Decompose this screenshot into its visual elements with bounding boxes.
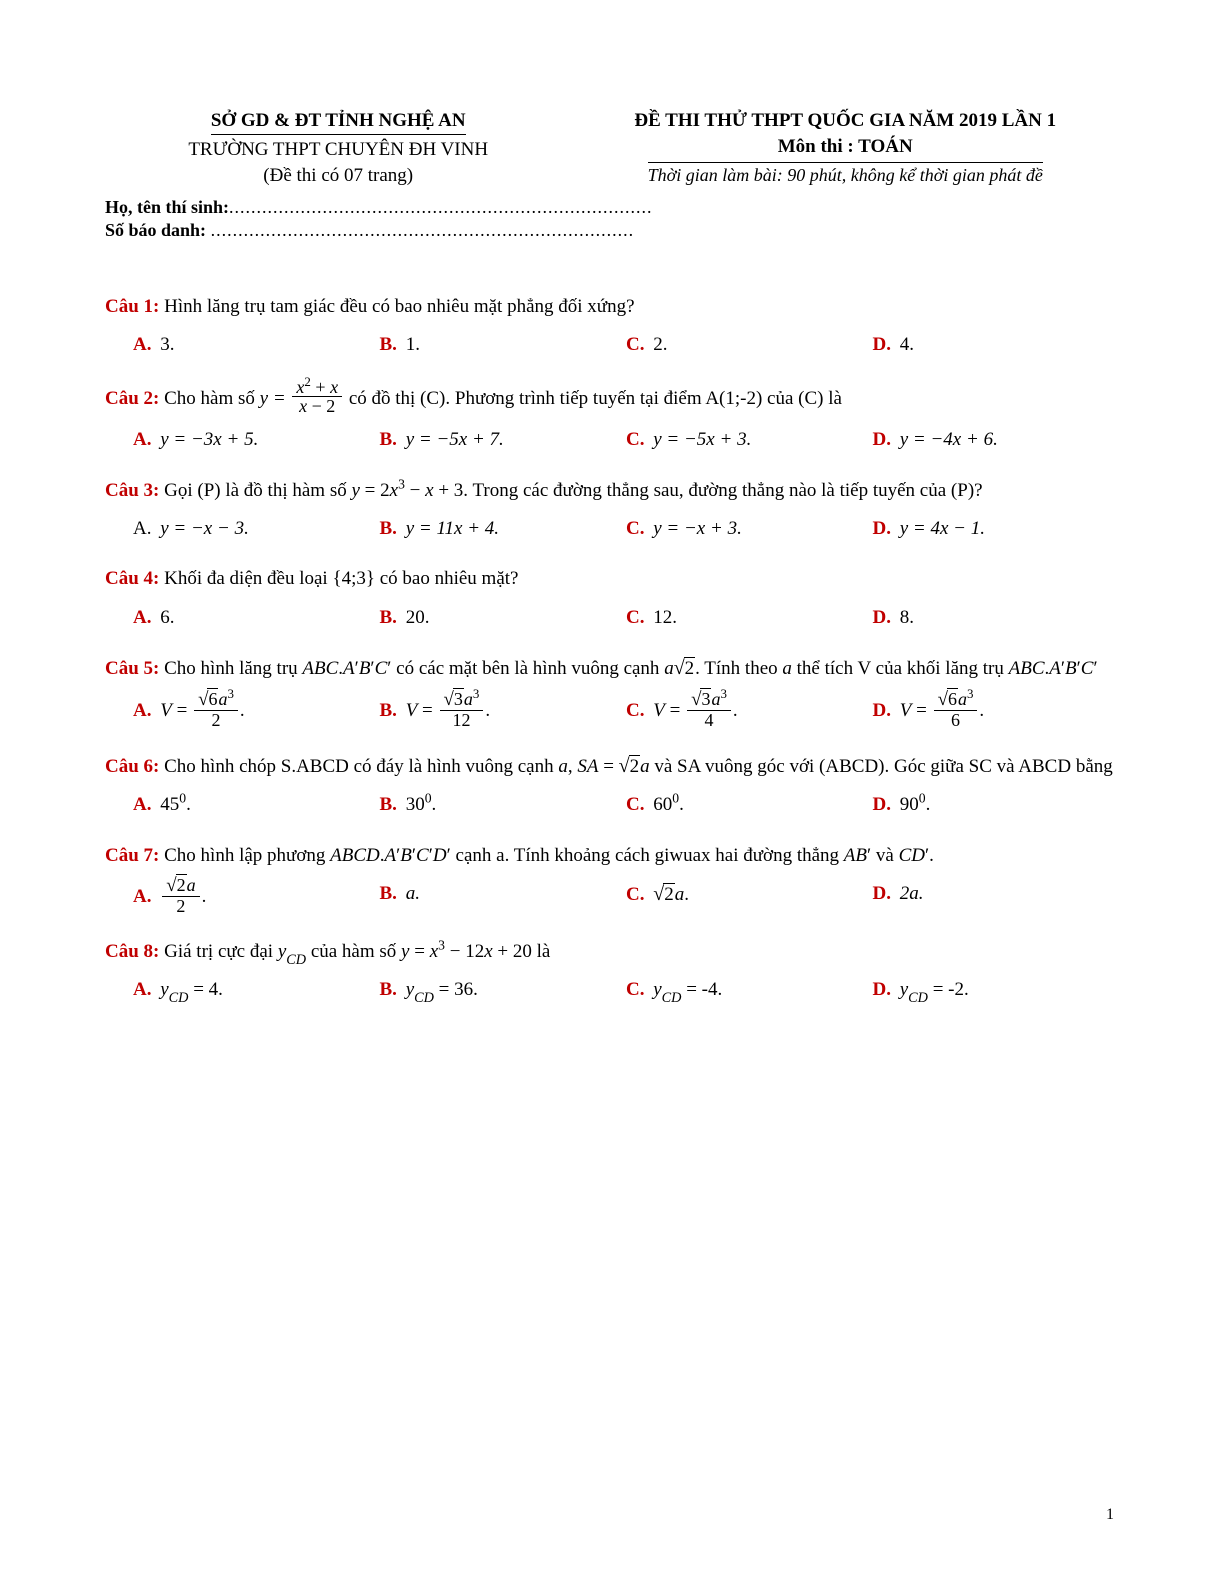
question-4: Câu 4: Khối đa diện đều loại {4;3} có ba…: [105, 563, 1119, 634]
q3-label: Câu 3:: [105, 480, 159, 501]
q6-options: A. 450. B. 300. C. 600. D. 900.: [105, 789, 1119, 821]
page-header: SỞ GD & ĐT TỈNH NGHỆ AN TRƯỜNG THPT CHUY…: [105, 110, 1119, 187]
q4-opt-c: C. 12.: [626, 602, 873, 634]
question-6: Câu 6: Cho hình chóp S.ABCD có đáy là hì…: [105, 750, 1119, 822]
q7-opt-d: D. 2a.: [873, 878, 1120, 918]
q5-options: A. V = 6a32. B. V = 3a312. C. V = 3a34. …: [105, 692, 1119, 732]
question-2: Câu 2: Cho hàm số y = x2 + xx − 2 có đồ …: [105, 380, 1119, 457]
q2-opt-d: D. y = −4x + 6.: [873, 424, 1120, 456]
q7-opt-b: B. a.: [380, 878, 627, 918]
q2-opt-b: B. y = −5x + 7.: [380, 424, 627, 456]
name-line: Họ, tên thí sinh:.......................…: [105, 197, 1119, 218]
header-right: ĐỀ THI THỬ THPT QUỐC GIA NĂM 2019 LẦN 1 …: [571, 110, 1119, 187]
q6-label: Câu 6:: [105, 756, 159, 777]
question-8: Câu 8: Giá trị cực đại yCD của hàm số y …: [105, 936, 1119, 1007]
id-line: Số báo danh: ...........................…: [105, 220, 1119, 241]
q7-opt-a: A. 2a2.: [133, 878, 380, 918]
q8-opt-c: C. yCD = -4.: [626, 974, 873, 1006]
name-label: Họ, tên thí sinh:: [105, 197, 229, 217]
q2-options: A. y = −3x + 5. B. y = −5x + 7. C. y = −…: [105, 424, 1119, 456]
dept-name: SỞ GD & ĐT TỈNH NGHỆ AN: [211, 110, 466, 135]
q2-opt-c: C. y = −5x + 3.: [626, 424, 873, 456]
page-number: 1: [1106, 1506, 1114, 1524]
question-3: Câu 3: Gọi (P) là đồ thị hàm số y = 2x3 …: [105, 475, 1119, 546]
q8-options: A. yCD = 4. B. yCD = 36. C. yCD = -4. D.…: [105, 974, 1119, 1006]
q5-text: Cho hình lăng trụ ABC.A′B′C′ có các mặt …: [159, 658, 1097, 679]
q3-opt-b: B. y = 11x + 4.: [380, 513, 627, 545]
id-label: Số báo danh:: [105, 220, 206, 240]
q1-opt-b: B. 1.: [380, 329, 627, 361]
q3-opt-c: C. y = −x + 3.: [626, 513, 873, 545]
q1-opt-a: A. 3.: [133, 329, 380, 361]
q2-text-post: có đồ thị (C). Phương trình tiếp tuyến t…: [344, 387, 842, 408]
q3-options: A. y = −x − 3. B. y = 11x + 4. C. y = −x…: [105, 513, 1119, 545]
page-count: (Đề thi có 07 trang): [105, 165, 571, 187]
q6-opt-b: B. 300.: [380, 789, 627, 821]
q5-opt-a: A. V = 6a32.: [133, 692, 380, 732]
q8-label: Câu 8:: [105, 941, 159, 962]
q2-fraction: x2 + xx − 2: [292, 378, 342, 417]
exam-title: ĐỀ THI THỬ THPT QUỐC GIA NĂM 2019 LẦN 1: [571, 110, 1119, 132]
q4-label: Câu 4:: [105, 568, 159, 589]
q1-opt-c: C. 2.: [626, 329, 873, 361]
question-7: Câu 7: Cho hình lập phương ABCD.A′B′C′D′…: [105, 840, 1119, 918]
exam-page: SỞ GD & ĐT TỈNH NGHỆ AN TRƯỜNG THPT CHUY…: [0, 0, 1224, 1584]
q7-options: A. 2a2. B. a. C. 2a. D. 2a.: [105, 878, 1119, 918]
q4-text: Khối đa diện đều loại {4;3} có bao nhiêu…: [159, 568, 518, 589]
subject: Môn thi : TOÁN: [571, 136, 1119, 158]
q1-opt-d: D. 4.: [873, 329, 1120, 361]
q1-label: Câu 1:: [105, 296, 159, 317]
name-dots: ........................................…: [229, 197, 653, 217]
q7-text: Cho hình lập phương ABCD.A′B′C′D′ cạnh a…: [159, 845, 934, 866]
q4-opt-a: A. 6.: [133, 602, 380, 634]
q4-opt-d: D. 8.: [873, 602, 1120, 634]
question-5: Câu 5: Cho hình lăng trụ ABC.A′B′C′ có c…: [105, 652, 1119, 732]
q2-text-pre: Cho hàm số: [159, 387, 259, 408]
q5-opt-b: B. V = 3a312.: [380, 692, 627, 732]
q5-opt-d: D. V = 6a36.: [873, 692, 1120, 732]
header-left: SỞ GD & ĐT TỈNH NGHỆ AN TRƯỜNG THPT CHUY…: [105, 110, 571, 187]
q8-opt-a: A. yCD = 4.: [133, 974, 380, 1006]
q5-opt-c: C. V = 3a34.: [626, 692, 873, 732]
q5-label: Câu 5:: [105, 658, 159, 679]
q2-opt-a: A. y = −3x + 5.: [133, 424, 380, 456]
id-dots: ........................................…: [211, 220, 635, 240]
q8-opt-b: B. yCD = 36.: [380, 974, 627, 1006]
q7-label: Câu 7:: [105, 845, 159, 866]
q1-text: Hình lăng trụ tam giác đều có bao nhiêu …: [159, 296, 634, 317]
q3-opt-d: D. y = 4x − 1.: [873, 513, 1120, 545]
q1-options: A. 3. B. 1. C. 2. D. 4.: [105, 329, 1119, 361]
questions-block: Câu 1: Hình lăng trụ tam giác đều có bao…: [105, 291, 1119, 1006]
q6-opt-c: C. 600.: [626, 789, 873, 821]
q2-label: Câu 2:: [105, 387, 159, 408]
q8-opt-d: D. yCD = -2.: [873, 974, 1120, 1006]
q4-options: A. 6. B. 20. C. 12. D. 8.: [105, 602, 1119, 634]
q2-func: y =: [260, 387, 291, 408]
q6-opt-a: A. 450.: [133, 789, 380, 821]
candidate-info: Họ, tên thí sinh:.......................…: [105, 197, 1119, 241]
duration: Thời gian làm bài: 90 phút, không kể thờ…: [648, 162, 1043, 186]
q7-opt-c: C. 2a.: [626, 878, 873, 918]
q3-opt-a: A. y = −x − 3.: [133, 513, 380, 545]
q8-text: Giá trị cực đại yCD của hàm số y = x3 − …: [159, 941, 550, 962]
q6-text: Cho hình chóp S.ABCD có đáy là hình vuôn…: [159, 756, 1112, 777]
school-name: TRƯỜNG THPT CHUYÊN ĐH VINH: [105, 139, 571, 161]
q3-text: Gọi (P) là đồ thị hàm số y = 2x3 − x + 3…: [159, 480, 982, 501]
q4-opt-b: B. 20.: [380, 602, 627, 634]
q6-opt-d: D. 900.: [873, 789, 1120, 821]
question-1: Câu 1: Hình lăng trụ tam giác đều có bao…: [105, 291, 1119, 362]
